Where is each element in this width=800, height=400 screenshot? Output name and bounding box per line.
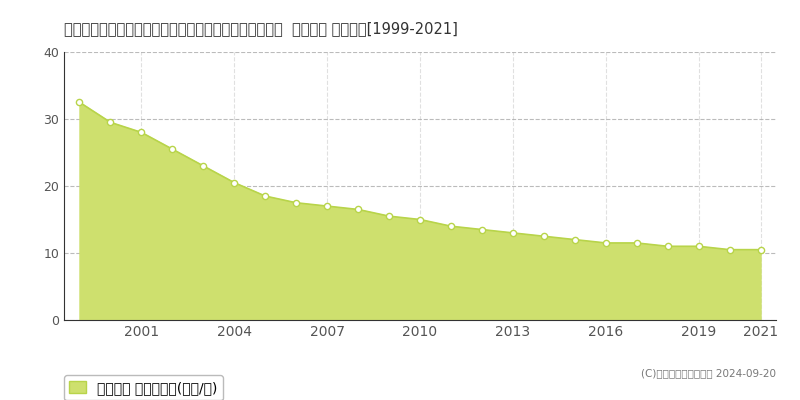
Point (135, 129, 148, 136)
Point (599, 240, 612, 246)
Point (475, 226, 488, 233)
Point (692, 243, 705, 250)
Point (723, 246, 736, 253)
Point (414, 216, 426, 223)
Point (73, 99, 86, 106)
Point (568, 236, 581, 243)
Point (754, 246, 767, 253)
Point (662, 243, 674, 250)
Text: 和歌山県伊都郡かつらぎ町大字新田字上嶋北１０６番６  基準地価 地価推移[1999-2021]: 和歌山県伊都郡かつらぎ町大字新田字上嶋北１０６番６ 基準地価 地価推移[1999… (64, 21, 458, 36)
Point (197, 163, 210, 169)
Point (352, 206, 365, 213)
Point (228, 180, 241, 186)
Point (166, 146, 178, 152)
Point (506, 230, 519, 236)
Point (321, 203, 334, 209)
Point (104, 119, 117, 126)
Point (290, 200, 302, 206)
Point (445, 223, 458, 229)
Text: (C)土地価格ドットコム 2024-09-20: (C)土地価格ドットコム 2024-09-20 (641, 368, 776, 378)
Point (630, 240, 643, 246)
Legend: 基準地価 平均坪単価(万円/坪): 基準地価 平均坪単価(万円/坪) (64, 375, 223, 400)
Point (382, 213, 395, 219)
Point (538, 233, 550, 240)
Point (259, 193, 272, 199)
